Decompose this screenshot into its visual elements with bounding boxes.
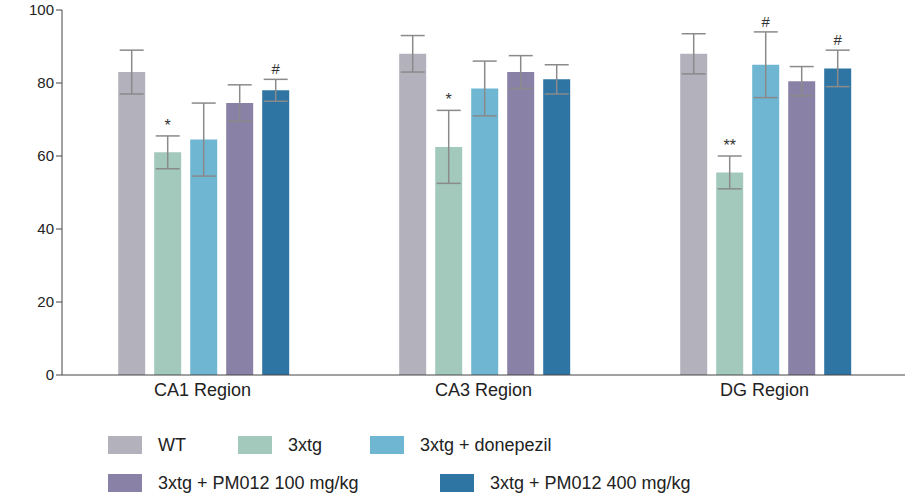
html-text:3xtg + PM012 400 mg/kg: 3xtg + PM012 400 mg/kg xyxy=(490,473,691,493)
svg-text:0: 0 xyxy=(46,366,54,383)
svg-text:60: 60 xyxy=(37,147,54,164)
svg-text:20: 20 xyxy=(37,293,54,310)
svg-text:100: 100 xyxy=(29,1,54,18)
html-text:3xtg + donepezil: 3xtg + donepezil xyxy=(420,435,552,455)
svg-text:40: 40 xyxy=(37,220,54,237)
svg-text:*: * xyxy=(446,91,452,108)
svg-text:DG Region: DG Region xyxy=(720,380,809,400)
svg-text:CA1 Region: CA1 Region xyxy=(154,380,251,400)
svg-text:*: * xyxy=(165,117,171,134)
svg-text:**: ** xyxy=(723,137,735,154)
html-text:3xtg: 3xtg xyxy=(288,435,322,455)
svg-text:CA3 Region: CA3 Region xyxy=(435,380,532,400)
svg-text:#: # xyxy=(272,60,281,77)
svg-text:#: # xyxy=(762,13,771,30)
svg-text:#: # xyxy=(834,31,843,48)
html-text:WT: WT xyxy=(158,435,186,455)
html-text:3xtg + PM012 100 mg/kg: 3xtg + PM012 100 mg/kg xyxy=(158,473,359,493)
svg-text:80: 80 xyxy=(37,74,54,91)
